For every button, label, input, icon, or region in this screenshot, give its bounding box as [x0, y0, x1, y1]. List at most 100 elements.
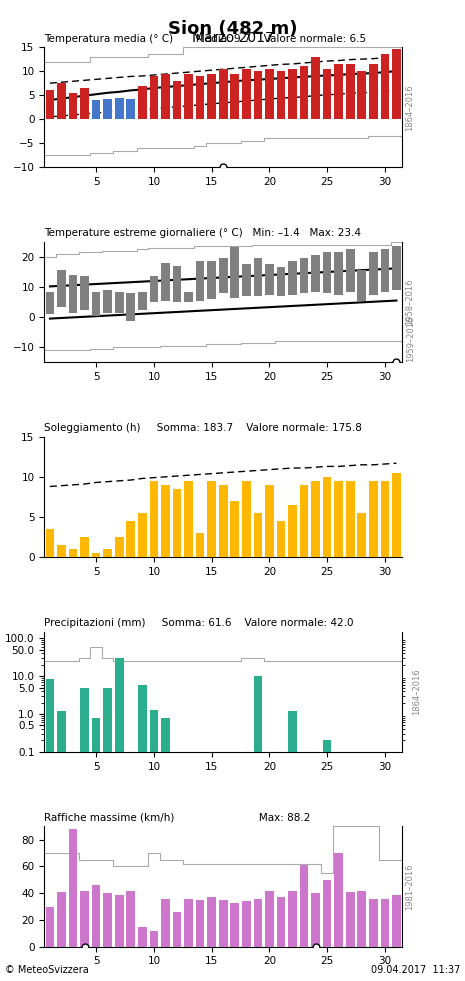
Bar [300, 258, 308, 293]
Bar [242, 481, 251, 557]
Bar [311, 894, 320, 947]
Bar [161, 718, 170, 981]
Bar [80, 537, 89, 557]
Bar [138, 927, 146, 947]
Text: Temperature estreme giornaliere (° C)   Min: –1.4   Max: 23.4: Temperature estreme giornaliere (° C) Mi… [44, 229, 361, 238]
Bar [196, 900, 205, 947]
Bar [231, 74, 239, 120]
Bar [311, 481, 320, 557]
Bar [57, 271, 66, 306]
Bar [265, 69, 274, 120]
Bar [253, 72, 262, 120]
Bar [300, 485, 308, 557]
Bar [161, 263, 170, 300]
Bar [288, 711, 297, 981]
Bar [103, 549, 112, 557]
Bar [207, 898, 216, 947]
Bar [57, 545, 66, 557]
Bar [369, 64, 378, 120]
Bar [92, 100, 100, 120]
Bar [92, 291, 100, 316]
Bar [265, 891, 274, 947]
Bar [265, 265, 274, 294]
Bar [253, 513, 262, 557]
Bar [173, 489, 181, 557]
Bar [288, 262, 297, 294]
Bar [57, 711, 66, 981]
Bar [231, 903, 239, 947]
Bar [161, 485, 170, 557]
Bar [346, 481, 355, 557]
Bar [184, 481, 193, 557]
Bar [346, 249, 355, 291]
Bar [138, 513, 146, 557]
Bar [80, 88, 89, 120]
Bar [277, 521, 286, 557]
Bar [277, 898, 286, 947]
Bar [242, 69, 251, 120]
Bar [57, 83, 66, 120]
Bar [150, 709, 158, 981]
Bar [334, 252, 343, 294]
Bar [358, 513, 366, 557]
Bar [126, 521, 135, 557]
Bar [288, 505, 297, 557]
Bar [196, 533, 205, 557]
Bar [334, 853, 343, 947]
Bar [103, 99, 112, 120]
Bar [184, 74, 193, 120]
Text: 1959–2016: 1959–2016 [406, 316, 415, 362]
Bar [150, 931, 158, 947]
Bar [277, 268, 286, 296]
Bar [46, 906, 54, 947]
Bar [242, 902, 251, 947]
Bar [161, 74, 170, 120]
Bar [69, 93, 77, 120]
Bar [265, 485, 274, 557]
Bar [138, 291, 146, 310]
Bar [358, 72, 366, 120]
Text: Soleggiamento (h)     Somma: 183.7    Valore normale: 175.8: Soleggiamento (h) Somma: 183.7 Valore no… [44, 423, 362, 434]
Bar [161, 899, 170, 947]
Bar [369, 899, 378, 947]
Bar [69, 549, 77, 557]
Bar [46, 679, 54, 981]
Bar [380, 899, 389, 947]
Bar [311, 57, 320, 120]
Bar [334, 481, 343, 557]
Bar [103, 290, 112, 313]
Bar [150, 76, 158, 120]
Bar [300, 865, 308, 947]
Bar [46, 90, 54, 120]
Bar [242, 265, 251, 296]
Bar [369, 481, 378, 557]
Bar [46, 529, 54, 557]
Bar [126, 891, 135, 947]
Text: 09.04.2017  11:37: 09.04.2017 11:37 [371, 965, 460, 975]
Bar [103, 894, 112, 947]
Bar [253, 899, 262, 947]
Bar [92, 718, 100, 981]
Bar [196, 262, 205, 300]
Bar [207, 481, 216, 557]
Bar [300, 67, 308, 120]
Bar [334, 64, 343, 120]
Bar [126, 98, 135, 120]
Bar [115, 97, 124, 120]
Text: Sion (482 m): Sion (482 m) [168, 20, 297, 37]
Bar [323, 477, 332, 557]
Text: © MeteoSvizzera: © MeteoSvizzera [5, 965, 88, 975]
Bar [288, 69, 297, 120]
Bar [80, 277, 89, 310]
Bar [103, 688, 112, 981]
Y-axis label: 1981–2016: 1981–2016 [405, 863, 414, 909]
Y-axis label: 1864–2016: 1864–2016 [412, 668, 421, 715]
Bar [46, 291, 54, 314]
Bar [288, 891, 297, 947]
Bar [358, 271, 366, 300]
Bar [207, 74, 216, 120]
Bar [392, 49, 401, 120]
Bar [184, 291, 193, 302]
Bar [392, 246, 401, 290]
Bar [173, 266, 181, 302]
